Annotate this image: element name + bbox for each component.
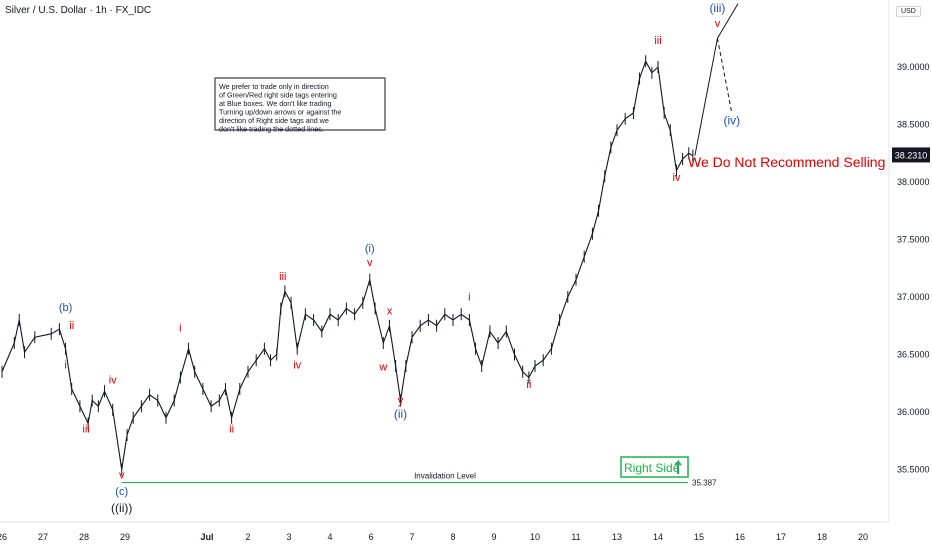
- note-text-line: at Blue boxes. We don't like trading: [219, 99, 331, 108]
- wave-label: v: [367, 257, 373, 269]
- time-axis[interactable]: 26 27 28 29 Jul 2 3 4 6 7 8 9 10 11 13 14 15 16 17 18 20: [0, 532, 868, 542]
- price-axis[interactable]: 35.5000 36.0000 36.5000 37.0000 37.5000 38.00…: [897, 62, 930, 475]
- chart-title: Silver / U.S. Dollar · 1h · FX_IDC: [5, 5, 152, 16]
- y-tick-label: 39.0000: [897, 62, 930, 72]
- y-tick-label: 38.0000: [897, 177, 930, 187]
- right-side-label: Right Side: [624, 461, 680, 475]
- x-tick-label: 8: [450, 532, 455, 542]
- wave-label: ii: [526, 379, 531, 391]
- wave-label: v: [715, 18, 721, 30]
- x-tick-label: 28: [79, 532, 89, 542]
- wave-label: (b): [59, 302, 72, 314]
- arrow-up-icon: [674, 459, 682, 474]
- x-tick-label: Jul: [200, 532, 213, 542]
- right-side-box: [620, 456, 689, 478]
- x-tick-label: 7: [409, 532, 414, 542]
- projection-dotted-line: [716, 38, 733, 114]
- y-tick-label: 37.0000: [897, 292, 930, 302]
- x-tick-label: 27: [38, 532, 48, 542]
- x-tick-label: 16: [735, 532, 745, 542]
- x-tick-label: 10: [530, 532, 540, 542]
- series-group: [1, 3, 739, 476]
- x-tick-label: 14: [653, 532, 663, 542]
- y-tick-label: 36.0000: [897, 407, 930, 417]
- x-tick-label: 4: [327, 532, 332, 542]
- wave-label: y: [398, 395, 404, 407]
- x-tick-label: 29: [120, 532, 130, 542]
- x-tick-label: 11: [571, 532, 580, 542]
- current-price-group: 38.2310: [892, 147, 930, 163]
- invalidation-value: 35.387: [692, 478, 717, 487]
- note-text-line: We prefer to trade only in direction: [219, 82, 329, 91]
- note-text-line: Turning up/down arrows or against the: [219, 108, 341, 117]
- wave-label: w: [378, 362, 387, 374]
- wave-label: x: [387, 305, 393, 317]
- invalidation-line-group: Invalidation Level 35.387: [121, 471, 717, 487]
- x-tick-label: 18: [817, 532, 827, 542]
- wave-label: (iv): [723, 114, 740, 128]
- note-text-line: direction of Right side tags and we: [219, 116, 329, 125]
- note-text-line: don't like trading the dotted lines.: [219, 125, 324, 134]
- y-tick-label: 38.5000: [897, 120, 930, 130]
- wave-label: (i): [365, 243, 375, 255]
- wave-label: iv: [672, 172, 680, 184]
- current-price-badge: [892, 147, 930, 163]
- note-box: [214, 77, 386, 131]
- x-tick-label: 26: [0, 532, 7, 542]
- y-tick-label: 35.5000: [897, 465, 930, 475]
- wave-label: v: [119, 470, 125, 482]
- x-tick-label: 20: [858, 532, 868, 542]
- wave-label: iii: [654, 35, 661, 47]
- y-tick-label: 36.5000: [897, 350, 930, 360]
- wave-label: i: [179, 323, 181, 335]
- x-tick-label: 13: [612, 532, 622, 542]
- x-tick-label: 2: [245, 532, 250, 542]
- wave-label: i: [64, 359, 66, 371]
- currency-badge[interactable]: USD: [896, 6, 921, 17]
- wave-labels: (b)iiiiiiivv(c)((ii))iiiiiiivv(i)xwy(ii)…: [59, 1, 740, 515]
- x-tick-label: 15: [694, 532, 704, 542]
- invalidation-label: Invalidation Level: [414, 471, 476, 480]
- wave-label: iii: [279, 271, 286, 283]
- headline-text: We Do Not Recommend Selling: [688, 154, 885, 170]
- wave-label: (iii): [709, 1, 725, 15]
- wave-label: i: [468, 291, 470, 303]
- x-tick-label: 3: [286, 532, 291, 542]
- wave-label: (c): [115, 486, 128, 498]
- wave-label: ii: [69, 320, 74, 332]
- wave-label: iv: [293, 359, 301, 371]
- x-tick-label: 9: [491, 532, 496, 542]
- x-tick-label: 6: [368, 532, 373, 542]
- note-text-line: of Green/Red right side tags entering: [219, 91, 337, 100]
- current-price-label: 38.2310: [895, 150, 928, 160]
- wave-label: iv: [109, 374, 117, 386]
- wave-label: (ii): [394, 407, 407, 421]
- wave-label: ii: [229, 424, 234, 436]
- price-line: [1, 59, 694, 470]
- y-tick-label: 37.5000: [897, 235, 930, 245]
- wave-label: iii: [82, 424, 89, 436]
- x-tick-label: 17: [776, 532, 786, 542]
- wave-label: ((ii)): [111, 501, 132, 515]
